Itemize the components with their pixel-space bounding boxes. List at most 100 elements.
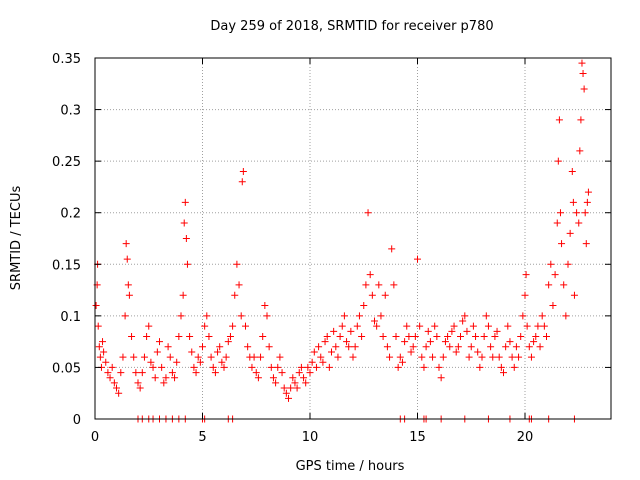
data-point: [519, 312, 527, 320]
data-point: [362, 281, 370, 289]
data-point: [124, 281, 132, 289]
data-point: [416, 322, 424, 330]
data-point: [467, 343, 475, 351]
data-point: [153, 348, 161, 356]
data-point: [325, 363, 333, 371]
data-point: [577, 116, 585, 124]
data-point: [168, 369, 176, 377]
data-point: [267, 363, 275, 371]
data-point: [224, 338, 232, 346]
data-point: [252, 369, 260, 377]
data-point: [536, 343, 544, 351]
data-point: [95, 343, 103, 351]
data-point: [226, 332, 234, 340]
data-point: [310, 348, 318, 356]
data-point: [504, 322, 512, 330]
data-point: [332, 343, 340, 351]
data-point: [192, 369, 200, 377]
data-point: [261, 302, 269, 310]
data-point: [525, 343, 533, 351]
data-point: [448, 327, 456, 335]
data-point: [140, 353, 148, 361]
y-tick-label: 0.1: [60, 310, 81, 325]
data-point: [463, 327, 471, 335]
data-point: [229, 322, 237, 330]
data-point: [556, 209, 564, 217]
y-tick-label: 0.3: [60, 104, 81, 119]
data-point: [130, 353, 138, 361]
data-point: [364, 209, 372, 217]
data-point: [543, 332, 550, 340]
data-point: [104, 369, 112, 377]
data-point: [386, 353, 394, 361]
data-point: [497, 363, 505, 371]
data-point: [304, 363, 312, 371]
data-point: [100, 348, 108, 356]
data-point: [238, 178, 246, 186]
data-point: [134, 379, 142, 387]
data-point: [125, 291, 133, 299]
data-point: [132, 369, 140, 377]
data-point: [248, 363, 256, 371]
data-point: [517, 332, 525, 340]
data-point: [108, 363, 116, 371]
data-point: [579, 69, 587, 77]
data-point: [244, 343, 252, 351]
data-points: [92, 59, 592, 423]
data-point: [166, 353, 174, 361]
data-point: [388, 245, 396, 253]
y-tick-label: 0: [73, 413, 81, 428]
data-point: [360, 302, 368, 310]
data-point: [145, 322, 153, 330]
data-point: [162, 374, 170, 382]
data-point: [285, 394, 292, 402]
data-point: [396, 353, 404, 361]
data-point: [383, 343, 391, 351]
data-point: [469, 322, 477, 330]
data-point: [136, 384, 144, 392]
x-tick-label: 20: [517, 430, 534, 445]
data-point: [558, 240, 566, 248]
data-point: [569, 198, 577, 206]
data-point: [239, 167, 247, 175]
data-point: [330, 327, 338, 335]
data-point: [183, 260, 191, 268]
data-point: [371, 317, 378, 325]
data-point: [199, 343, 206, 351]
data-point: [349, 353, 357, 361]
chart-title: Day 259 of 2018, SRMTID for receiver p78…: [210, 19, 493, 34]
data-point: [549, 302, 557, 310]
data-point: [319, 358, 327, 366]
data-point: [222, 353, 230, 361]
data-point: [231, 291, 239, 299]
data-point: [547, 260, 555, 268]
data-point: [338, 322, 346, 330]
data-point: [500, 369, 507, 377]
data-point: [214, 348, 222, 356]
x-tick-label: 10: [302, 430, 319, 445]
data-point: [340, 312, 348, 320]
data-point: [265, 343, 273, 351]
data-point: [110, 379, 118, 387]
data-point: [92, 302, 100, 310]
data-point: [308, 358, 316, 366]
data-point: [568, 167, 576, 175]
data-point: [472, 332, 480, 340]
y-tick-label: 0.05: [52, 361, 81, 376]
data-point: [433, 332, 441, 340]
data-point: [392, 332, 400, 340]
data-point: [158, 363, 166, 371]
data-point: [534, 322, 542, 330]
data-point: [437, 374, 445, 382]
data-point: [491, 332, 499, 340]
data-point: [493, 327, 501, 335]
data-point: [280, 384, 288, 392]
data-point: [403, 322, 411, 330]
data-point: [446, 343, 454, 351]
data-point: [295, 369, 303, 377]
data-point: [336, 332, 344, 340]
data-point: [312, 363, 320, 371]
data-point: [343, 338, 351, 346]
data-point: [454, 343, 462, 351]
data-point: [194, 353, 202, 361]
